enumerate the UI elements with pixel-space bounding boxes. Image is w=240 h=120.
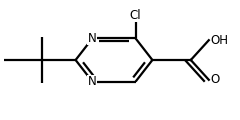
Text: OH: OH — [210, 34, 228, 47]
Text: O: O — [210, 73, 219, 86]
Text: N: N — [88, 32, 97, 45]
Text: N: N — [88, 75, 97, 88]
Text: Cl: Cl — [130, 9, 141, 22]
